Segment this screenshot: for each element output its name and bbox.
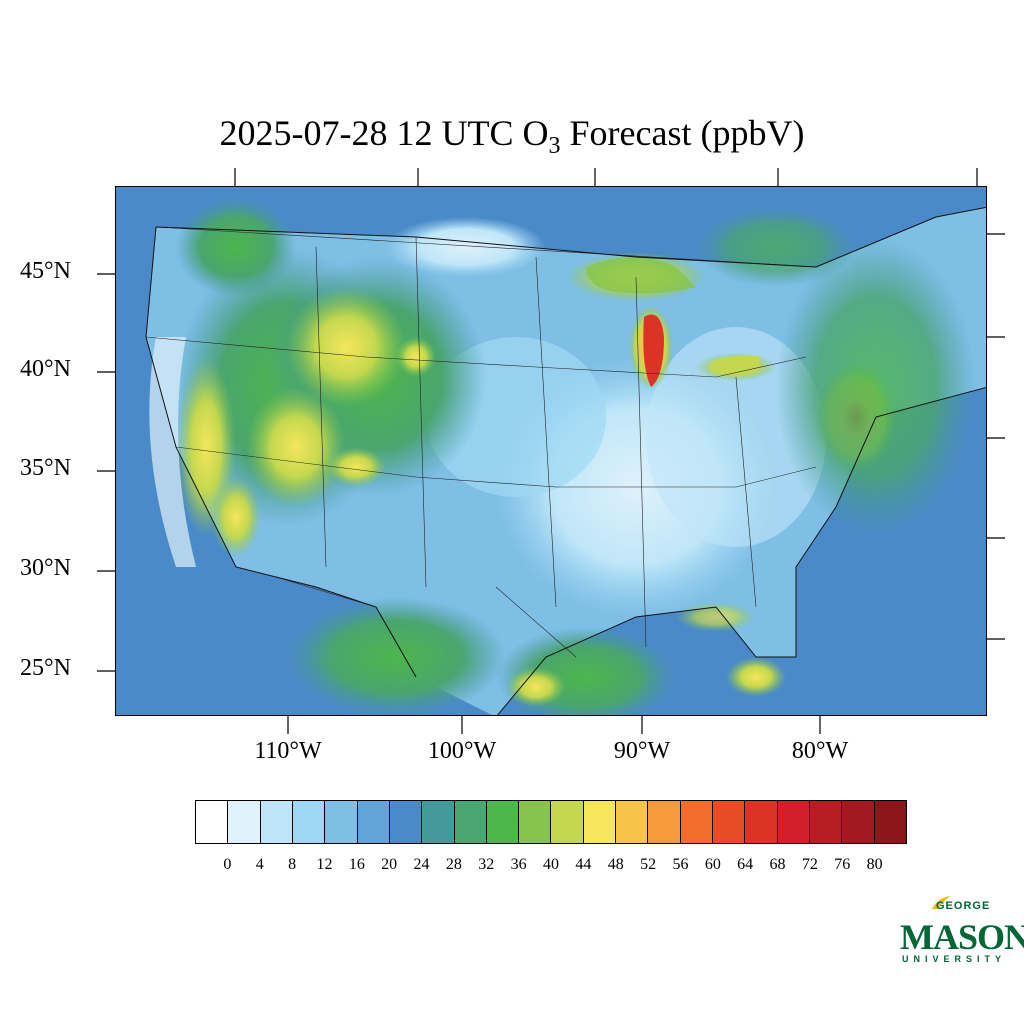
- colorbar-cell: [745, 801, 778, 843]
- colorbar-label: 76: [834, 856, 851, 873]
- map-title: 2025-07-28 12 UTC O3 Forecast (ppbV): [219, 113, 805, 160]
- colorbar-cell: [874, 801, 906, 843]
- colorbar-label: 56: [672, 856, 689, 873]
- colorbar-label: 80: [866, 856, 883, 873]
- lat-label-35: 35°N: [20, 455, 71, 481]
- colorbar-label: 0: [223, 856, 232, 873]
- colorbar-cell: [228, 801, 261, 843]
- colorbar-cell: [616, 801, 649, 843]
- colorbar: [195, 800, 907, 844]
- colorbar-label: 68: [769, 856, 786, 873]
- colorbar-cell: [389, 801, 423, 843]
- colorbar-cell: [357, 801, 390, 843]
- colorbar-cell: [648, 801, 681, 843]
- logo-mason: MASON: [900, 917, 1024, 957]
- colorbar-cell: [583, 801, 617, 843]
- colorbar-label: 32: [478, 856, 495, 873]
- colorbar-cell: [486, 801, 520, 843]
- colorbar-cell: [551, 801, 584, 843]
- colorbar-cell: [519, 801, 552, 843]
- colorbar-label: 24: [413, 856, 430, 873]
- colorbar-cell: [325, 801, 358, 843]
- lat-label-25: 25°N: [20, 655, 71, 681]
- ozone-field: [116, 187, 986, 715]
- colorbar-label: 40: [543, 856, 559, 873]
- lon-label-100: 100°W: [427, 738, 497, 764]
- colorbar-cell: [196, 801, 229, 843]
- colorbar-cell: [777, 801, 810, 843]
- colorbar-label: 64: [737, 856, 754, 873]
- logo-george: GEORGE: [936, 900, 991, 912]
- lon-label-90: 90°W: [613, 738, 671, 764]
- colorbar-cell: [842, 801, 875, 843]
- colorbar-label: 44: [575, 856, 592, 873]
- colorbar-label: 8: [288, 856, 297, 873]
- colorbar-label: 52: [640, 856, 657, 873]
- colorbar-label: 12: [316, 856, 333, 873]
- colorbar-cell: [680, 801, 713, 843]
- colorbar-cell: [713, 801, 746, 843]
- colorbar-label: 20: [381, 856, 398, 873]
- lat-label-40: 40°N: [20, 356, 71, 382]
- colorbar-cell: [292, 801, 326, 843]
- gmu-logo: GEORGE MASON UNIVERSITY: [900, 896, 1024, 970]
- colorbar-label: 72: [801, 856, 818, 873]
- colorbar-cell: [260, 801, 293, 843]
- colorbar-cell: [809, 801, 843, 843]
- lat-label-30: 30°N: [20, 555, 71, 581]
- colorbar-label: 4: [255, 856, 264, 873]
- ozone-map: [115, 186, 987, 716]
- lon-label-80: 80°W: [791, 738, 849, 764]
- logo-university: UNIVERSITY: [902, 954, 1007, 964]
- colorbar-label: 36: [510, 856, 527, 873]
- colorbar-cell: [454, 801, 487, 843]
- lon-label-110: 110°W: [254, 738, 322, 764]
- colorbar-cell: [422, 801, 455, 843]
- colorbar-label: 16: [348, 856, 365, 873]
- flame-icon: [932, 896, 950, 909]
- lat-label-45: 45°N: [20, 258, 71, 284]
- colorbar-label: 48: [607, 856, 624, 873]
- colorbar-label: 28: [445, 856, 462, 873]
- colorbar-label: 60: [704, 856, 721, 873]
